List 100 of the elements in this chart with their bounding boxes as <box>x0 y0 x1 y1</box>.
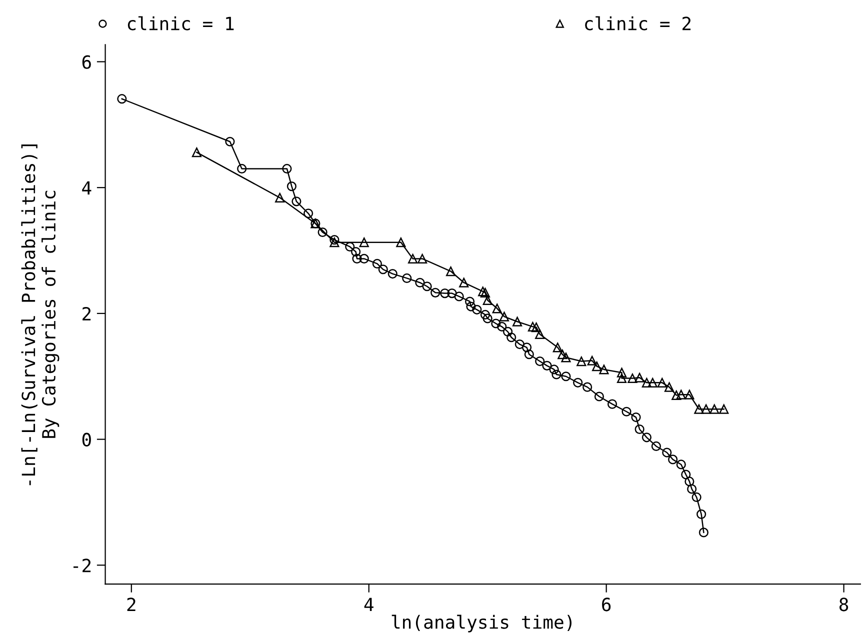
y-tick-label: 4 <box>82 181 92 194</box>
point <box>631 412 641 422</box>
x-tick-label: 6 <box>602 598 611 612</box>
y-tick-label: 0 <box>82 432 91 446</box>
point <box>684 390 694 400</box>
point <box>480 310 490 320</box>
point <box>415 278 425 288</box>
point <box>599 364 609 374</box>
x-tick-label: 2 <box>127 598 136 612</box>
point <box>396 238 406 248</box>
point <box>372 258 382 269</box>
point <box>642 378 652 388</box>
point <box>464 296 475 306</box>
point <box>446 266 456 276</box>
point <box>117 94 127 104</box>
point <box>454 292 464 302</box>
point <box>522 342 532 352</box>
point <box>692 492 702 502</box>
point <box>506 332 516 342</box>
point <box>662 448 672 458</box>
point <box>528 322 538 332</box>
point <box>482 314 492 324</box>
point <box>698 528 708 538</box>
point <box>657 378 667 388</box>
point <box>681 470 691 480</box>
point <box>282 164 292 174</box>
point <box>696 509 706 519</box>
point <box>651 441 661 452</box>
legend-label: clinic = 1 <box>128 16 234 30</box>
point <box>275 192 285 202</box>
point <box>491 318 501 328</box>
point <box>672 390 682 400</box>
point <box>330 235 340 245</box>
point <box>459 278 469 288</box>
point <box>616 368 627 378</box>
point <box>430 288 440 298</box>
point <box>352 254 362 264</box>
point <box>359 254 369 264</box>
point <box>549 364 559 374</box>
point <box>694 404 704 414</box>
point <box>592 362 602 372</box>
point <box>388 269 398 279</box>
point <box>542 360 552 370</box>
point <box>561 352 571 362</box>
point <box>497 322 507 332</box>
point <box>478 286 488 296</box>
point <box>192 148 202 158</box>
point <box>482 295 492 306</box>
point <box>524 350 534 360</box>
point <box>531 322 542 332</box>
point <box>447 288 457 298</box>
point <box>535 356 545 366</box>
point <box>710 404 720 414</box>
point <box>440 288 450 298</box>
y-tick-label: -2 <box>73 558 91 572</box>
point <box>225 136 235 146</box>
point <box>676 460 686 470</box>
point <box>587 356 597 366</box>
point <box>616 373 627 384</box>
point <box>594 392 604 402</box>
point <box>719 404 729 414</box>
point <box>237 164 247 174</box>
point <box>622 406 632 416</box>
legend-label: clinic = 2 <box>585 16 691 30</box>
point <box>514 339 524 350</box>
point <box>648 378 658 388</box>
point <box>676 390 686 400</box>
point <box>480 288 490 298</box>
point <box>286 182 296 192</box>
point <box>492 304 502 314</box>
point <box>607 399 618 409</box>
x-tick-label: 8 <box>840 598 848 612</box>
point <box>552 370 562 380</box>
point <box>499 312 510 322</box>
point <box>359 238 369 248</box>
point <box>573 378 583 388</box>
point <box>351 246 361 257</box>
point <box>304 208 314 218</box>
point <box>330 238 340 248</box>
point <box>701 404 711 414</box>
point <box>345 242 355 252</box>
y-tick-label: 6 <box>82 55 91 69</box>
point <box>408 254 418 264</box>
point <box>535 329 545 340</box>
point <box>512 316 522 326</box>
point <box>558 350 568 360</box>
point <box>668 454 678 464</box>
x-tick-label: 4 <box>364 598 374 612</box>
point <box>422 282 432 292</box>
point <box>472 304 482 314</box>
point <box>378 264 388 274</box>
y-tick-label: 2 <box>82 306 91 320</box>
point <box>576 356 586 366</box>
point <box>318 227 328 238</box>
point <box>292 196 302 206</box>
point <box>466 302 476 312</box>
point <box>684 476 694 486</box>
point <box>634 372 644 382</box>
point <box>552 342 562 352</box>
x-axis-title: ln(analysis time) <box>392 614 572 632</box>
